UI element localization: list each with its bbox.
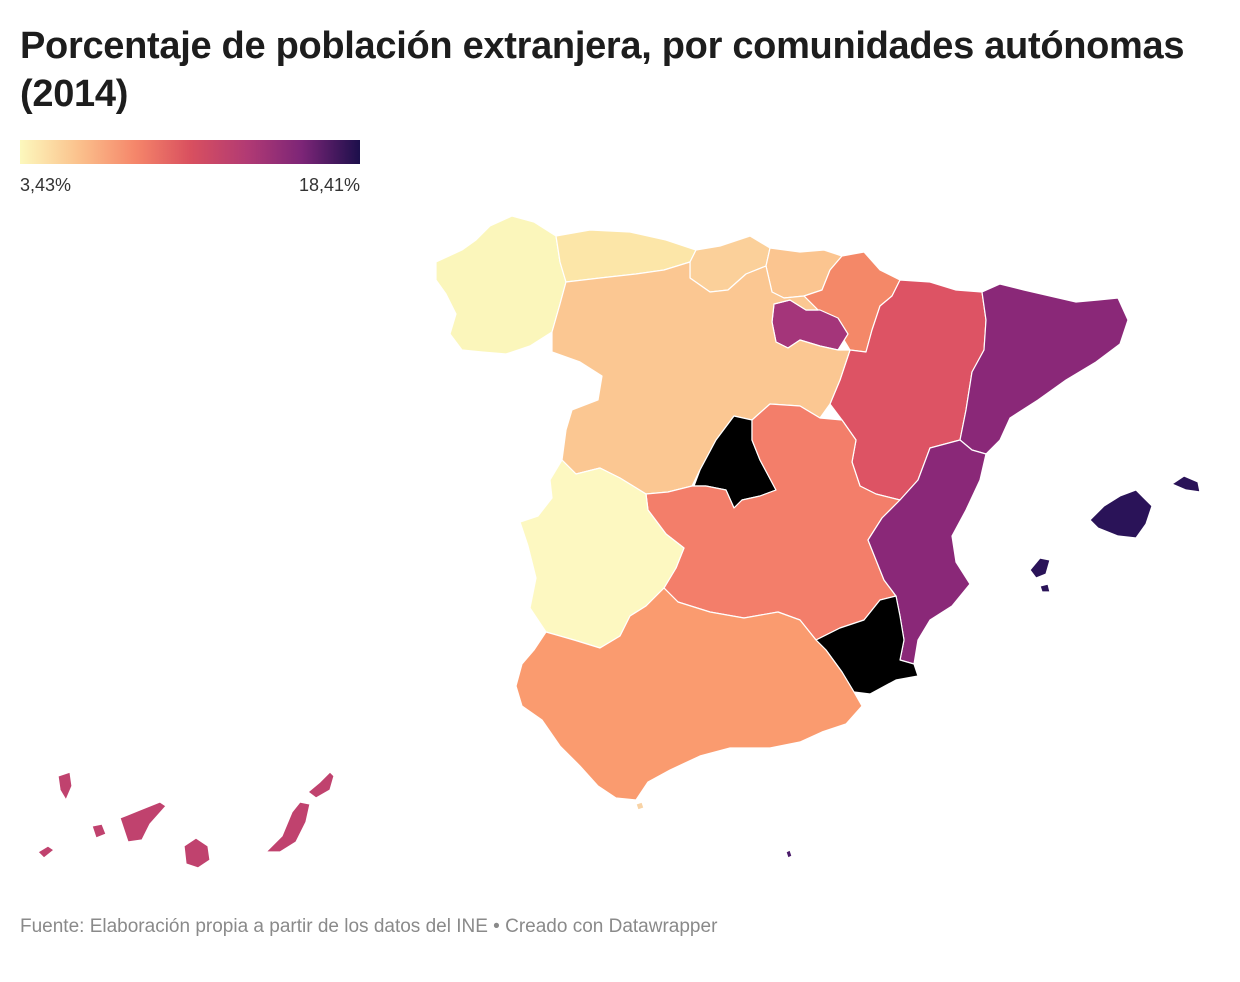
region-ceuta[interactable] [635,801,645,811]
legend-gradient-bar [20,140,360,164]
chart-title: Porcentaje de población extranjera, por … [20,25,1185,115]
region-canarias-lanzarote[interactable] [307,771,335,799]
region-baleares-mallorca[interactable] [1089,489,1153,539]
region-murcia[interactable] [815,595,919,695]
region-castilla-y-leon[interactable] [551,261,851,495]
spain-choropleth-map [37,215,1201,869]
region-baleares-ibiza[interactable] [1029,557,1051,579]
region-canarias-la-gomera[interactable] [91,823,107,839]
legend-max-label: 18,41% [298,175,360,195]
color-legend: 3,43% 18,41% [20,140,360,199]
credit-link[interactable]: Creado con Datawrapper [505,916,718,937]
region-melilla[interactable] [785,849,793,859]
footer-separator: • [487,916,506,937]
source-text: Fuente: Elaboración propia a partir de l… [20,916,488,937]
region-canarias-gran-canaria[interactable] [183,837,211,869]
region-comunitat-valenciana[interactable] [867,439,987,665]
region-baleares-formentera[interactable] [1039,583,1051,593]
region-canarias-tenerife[interactable] [119,801,167,843]
region-andalucia[interactable] [515,587,863,801]
region-baleares-menorca[interactable] [1171,475,1201,493]
region-cataluna[interactable] [959,283,1129,455]
chart-footer: Fuente: Elaboración propia a partir de l… [20,916,717,938]
region-canarias-la-palma[interactable] [57,771,73,801]
region-canarias-fuerteventura[interactable] [265,801,311,853]
region-galicia[interactable] [435,215,567,355]
region-canarias-el-hierro[interactable] [37,845,55,859]
legend-min-label: 3,43% [20,175,72,195]
